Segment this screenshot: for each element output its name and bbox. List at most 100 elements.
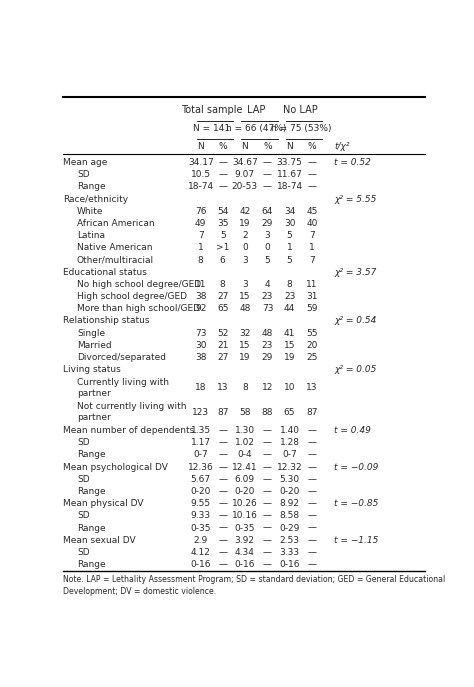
Text: 15: 15 <box>239 292 251 301</box>
Text: 0-7: 0-7 <box>282 451 297 460</box>
Text: —: — <box>218 511 227 520</box>
Text: 34.67: 34.67 <box>232 158 258 167</box>
Text: Mean physical DV: Mean physical DV <box>63 499 144 508</box>
Text: Relationship status: Relationship status <box>63 317 149 326</box>
Text: 73: 73 <box>262 304 273 313</box>
Text: 23: 23 <box>262 292 273 301</box>
Text: —: — <box>308 536 317 545</box>
Text: —: — <box>263 536 272 545</box>
Text: 33.75: 33.75 <box>277 158 302 167</box>
Text: 27: 27 <box>217 292 228 301</box>
Text: —: — <box>218 451 227 460</box>
Text: —: — <box>218 499 227 508</box>
Text: Educational status: Educational status <box>63 268 147 277</box>
Text: 29: 29 <box>262 353 273 362</box>
Text: —: — <box>218 487 227 496</box>
Text: χ² = 3.57: χ² = 3.57 <box>334 268 376 277</box>
Text: —: — <box>263 438 272 447</box>
Text: 8: 8 <box>198 256 203 264</box>
Text: t/χ²: t/χ² <box>334 142 349 150</box>
Text: 34: 34 <box>284 207 295 216</box>
Text: 1.30: 1.30 <box>235 426 255 435</box>
Text: 9.07: 9.07 <box>235 170 255 179</box>
Text: More than high school/GED: More than high school/GED <box>77 304 200 313</box>
Text: 18: 18 <box>195 383 207 392</box>
Text: 32: 32 <box>239 328 250 337</box>
Text: 65: 65 <box>284 408 295 417</box>
Text: 11: 11 <box>195 280 207 289</box>
Text: 29: 29 <box>262 219 273 228</box>
Text: 40: 40 <box>306 219 318 228</box>
Text: 12.36: 12.36 <box>188 462 214 472</box>
Text: 4.12: 4.12 <box>191 548 210 557</box>
Text: —: — <box>308 499 317 508</box>
Text: 87: 87 <box>306 408 318 417</box>
Text: t = −0.85: t = −0.85 <box>334 499 378 508</box>
Text: —: — <box>308 523 317 532</box>
Text: Mean number of dependents: Mean number of dependents <box>63 426 194 435</box>
Text: 3.92: 3.92 <box>235 536 255 545</box>
Text: 18-74: 18-74 <box>276 183 302 192</box>
Text: SD: SD <box>77 548 90 557</box>
Text: 2: 2 <box>242 232 247 240</box>
Text: —: — <box>218 548 227 557</box>
Text: 7: 7 <box>309 256 315 264</box>
Text: 23: 23 <box>284 292 295 301</box>
Text: —: — <box>218 426 227 435</box>
Text: 11.67: 11.67 <box>277 170 302 179</box>
Text: 5.67: 5.67 <box>191 475 211 484</box>
Text: 1.17: 1.17 <box>191 438 211 447</box>
Text: —: — <box>263 158 272 167</box>
Text: t = 0.49: t = 0.49 <box>334 426 371 435</box>
Text: 55: 55 <box>306 328 318 337</box>
Text: 0: 0 <box>242 243 247 252</box>
Text: 0-35: 0-35 <box>235 523 255 532</box>
Text: 21: 21 <box>217 341 228 350</box>
Text: 0-16: 0-16 <box>191 560 211 569</box>
Text: N: N <box>286 142 293 150</box>
Text: 1.28: 1.28 <box>280 438 300 447</box>
Text: 1: 1 <box>287 243 292 252</box>
Text: —: — <box>218 183 227 192</box>
Text: —: — <box>263 183 272 192</box>
Text: SD: SD <box>77 170 90 179</box>
Text: 76: 76 <box>195 207 207 216</box>
Text: —: — <box>308 487 317 496</box>
Text: 44: 44 <box>284 304 295 313</box>
Text: 12.32: 12.32 <box>277 462 302 472</box>
Text: —: — <box>308 170 317 179</box>
Text: —: — <box>308 426 317 435</box>
Text: 19: 19 <box>239 353 251 362</box>
Text: 19: 19 <box>284 353 295 362</box>
Text: White: White <box>77 207 103 216</box>
Text: 30: 30 <box>284 219 295 228</box>
Text: t = 0.52: t = 0.52 <box>334 158 371 167</box>
Text: 4.34: 4.34 <box>235 548 255 557</box>
Text: 0: 0 <box>264 243 270 252</box>
Text: —: — <box>218 170 227 179</box>
Text: —: — <box>218 438 227 447</box>
Text: 35: 35 <box>217 219 228 228</box>
Text: 8.58: 8.58 <box>280 511 300 520</box>
Text: No high school degree/GED: No high school degree/GED <box>77 280 201 289</box>
Text: Currently living with
partner: Currently living with partner <box>77 378 169 398</box>
Text: Divorced/separated: Divorced/separated <box>77 353 166 362</box>
Text: 41: 41 <box>284 328 295 337</box>
Text: 5.30: 5.30 <box>280 475 300 484</box>
Text: 7: 7 <box>309 232 315 240</box>
Text: —: — <box>263 170 272 179</box>
Text: 12: 12 <box>262 383 273 392</box>
Text: 1: 1 <box>198 243 203 252</box>
Text: 48: 48 <box>262 328 273 337</box>
Text: High school degree/GED: High school degree/GED <box>77 292 187 301</box>
Text: 0-29: 0-29 <box>279 523 300 532</box>
Text: —: — <box>308 183 317 192</box>
Text: 3: 3 <box>242 256 247 264</box>
Text: 27: 27 <box>217 353 228 362</box>
Text: 11: 11 <box>306 280 318 289</box>
Text: Single: Single <box>77 328 105 337</box>
Text: 48: 48 <box>239 304 250 313</box>
Text: 1.02: 1.02 <box>235 438 255 447</box>
Text: —: — <box>308 511 317 520</box>
Text: 13: 13 <box>217 383 228 392</box>
